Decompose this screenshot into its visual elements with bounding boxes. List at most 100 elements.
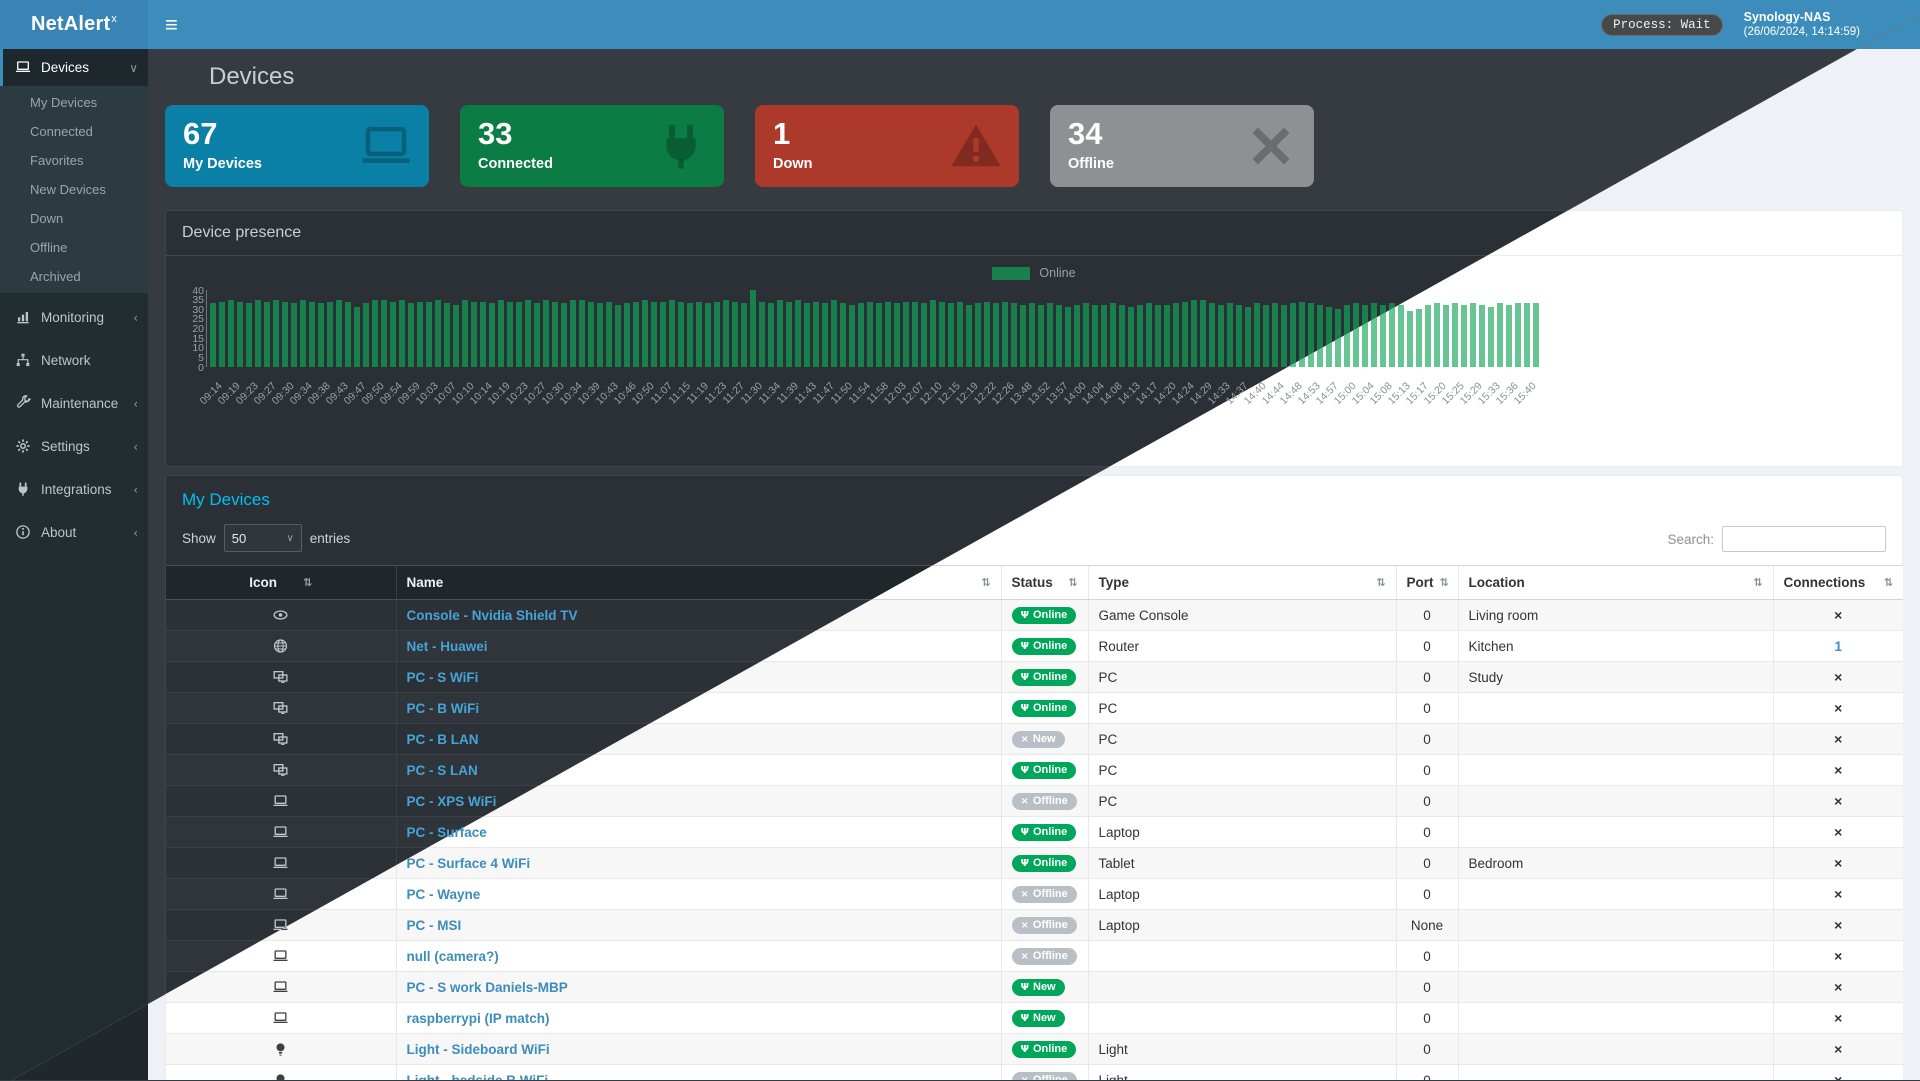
device-name-link[interactable]: Light - bedside B WiFi [406, 1072, 549, 1081]
online-bar[interactable] [777, 300, 783, 367]
online-bar[interactable] [966, 305, 972, 367]
online-bar[interactable] [399, 300, 405, 367]
online-bar[interactable] [840, 303, 846, 367]
online-bar[interactable] [273, 300, 279, 367]
sort-icon[interactable]: ⇅ [981, 576, 991, 589]
online-bar[interactable] [588, 302, 594, 367]
online-bar[interactable] [1155, 305, 1161, 367]
online-bar[interactable] [705, 303, 711, 367]
online-bar[interactable] [732, 302, 738, 367]
online-bar[interactable] [660, 302, 666, 367]
column-header-location[interactable]: Location⇅ [1457, 565, 1773, 600]
online-bar[interactable] [390, 302, 396, 367]
device-name-link[interactable]: PC - MSI [406, 917, 462, 933]
online-bar[interactable] [1029, 303, 1035, 367]
device-name-link[interactable]: raspberrypi (IP match) [406, 1010, 550, 1026]
online-bar[interactable] [264, 302, 270, 367]
online-bar[interactable] [489, 303, 495, 367]
column-header-port[interactable]: Port⇅ [1395, 565, 1458, 600]
online-bar[interactable] [696, 302, 702, 367]
x-icon[interactable]: × [1834, 979, 1843, 995]
online-bar[interactable] [381, 300, 387, 367]
sort-icon[interactable]: ⇅ [1753, 576, 1763, 589]
online-bar[interactable] [579, 300, 585, 367]
online-bar[interactable] [345, 302, 351, 367]
online-bar[interactable] [1452, 303, 1458, 367]
online-bar[interactable] [867, 302, 873, 367]
online-bar[interactable] [291, 303, 297, 367]
online-bar[interactable] [1254, 303, 1260, 367]
x-icon[interactable]: × [1834, 1010, 1843, 1026]
device-name-link[interactable]: PC - B WiFi [406, 700, 480, 716]
column-header-icon[interactable]: Icon⇅ [166, 565, 396, 600]
sidebar-item-about[interactable]: About ‹ [0, 514, 148, 551]
column-header-connections[interactable]: Connections⇅ [1772, 565, 1903, 600]
online-bar[interactable] [633, 302, 639, 367]
back-arrow-icon[interactable] [1432, 16, 1450, 34]
device-name-link[interactable]: PC - S WiFi [406, 669, 479, 685]
online-bar[interactable] [849, 305, 855, 367]
online-bar[interactable] [507, 302, 513, 367]
stat-box-connected[interactable]: 33 Connected [460, 105, 724, 187]
online-bar[interactable] [885, 302, 891, 367]
sort-icon[interactable]: ⇅ [1883, 576, 1893, 589]
x-icon[interactable]: × [1834, 607, 1843, 623]
online-bar[interactable] [1146, 303, 1152, 367]
search-input[interactable] [1722, 526, 1886, 552]
device-name-link[interactable]: PC - XPS WiFi [406, 793, 497, 809]
online-bar[interactable] [1173, 303, 1179, 367]
online-bar[interactable] [309, 302, 315, 367]
x-icon[interactable]: × [1834, 793, 1843, 809]
x-icon[interactable]: × [1834, 700, 1843, 716]
stat-box-my-devices[interactable]: 67 My Devices [165, 105, 429, 187]
online-bar[interactable] [1263, 305, 1269, 367]
online-bar[interactable] [372, 300, 378, 367]
online-bar[interactable] [219, 302, 225, 367]
device-name-link[interactable]: null (camera?) [406, 948, 499, 964]
sidebar-item-network[interactable]: Network [0, 342, 148, 379]
online-bar[interactable] [1497, 303, 1503, 367]
online-bar[interactable] [408, 303, 414, 367]
online-bar[interactable] [1353, 303, 1359, 367]
column-header-status[interactable]: Status⇅ [1000, 565, 1088, 600]
sidebar-item-integrations[interactable]: Integrations ‹ [0, 471, 148, 508]
online-bar[interactable] [471, 302, 477, 367]
online-bar[interactable] [912, 302, 918, 367]
online-bar[interactable] [876, 303, 882, 367]
online-bar[interactable] [1119, 305, 1125, 367]
online-bar[interactable] [741, 303, 747, 367]
online-bar[interactable] [1515, 303, 1521, 367]
online-bar[interactable] [957, 302, 963, 367]
online-bar[interactable] [1479, 305, 1485, 367]
online-bar[interactable] [1362, 305, 1368, 367]
online-bar[interactable] [1218, 305, 1224, 367]
online-bar[interactable] [1281, 305, 1287, 367]
online-bar[interactable] [255, 300, 261, 367]
online-bar[interactable] [993, 303, 999, 367]
online-bar[interactable] [1326, 307, 1332, 367]
online-bar[interactable] [453, 305, 459, 367]
online-bar[interactable] [984, 302, 990, 367]
online-bar[interactable] [1056, 305, 1062, 367]
online-bar[interactable] [606, 302, 612, 367]
online-bar[interactable] [1038, 305, 1044, 367]
online-bar[interactable] [417, 302, 423, 367]
online-bar[interactable] [318, 303, 324, 367]
online-bar[interactable] [426, 302, 432, 367]
device-name-link[interactable]: PC - Wayne [406, 886, 481, 902]
online-bar[interactable] [228, 300, 234, 367]
online-bar[interactable] [1227, 303, 1233, 367]
online-bar[interactable] [1344, 305, 1350, 367]
sort-icon[interactable]: ⇅ [1439, 576, 1449, 589]
x-icon[interactable]: × [1834, 855, 1843, 871]
online-bar[interactable] [1020, 305, 1026, 367]
online-bar[interactable] [1470, 303, 1476, 367]
online-bar[interactable] [1524, 303, 1530, 367]
online-bar[interactable] [534, 303, 540, 367]
online-bar[interactable] [210, 303, 216, 367]
online-bar[interactable] [930, 300, 936, 367]
online-bar[interactable] [1299, 302, 1305, 367]
online-bar[interactable] [1506, 305, 1512, 367]
sort-icon[interactable]: ⇅ [303, 576, 313, 589]
